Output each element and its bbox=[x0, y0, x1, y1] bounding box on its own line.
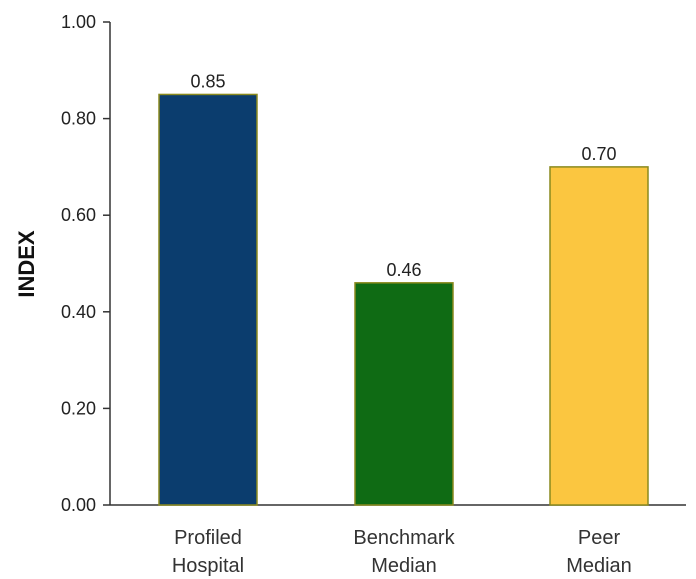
x-category-label: Peer bbox=[578, 527, 621, 549]
bar-value-label: 0.70 bbox=[581, 144, 616, 164]
y-axis-title: INDEX bbox=[14, 230, 39, 298]
x-category-label: Hospital bbox=[172, 555, 244, 577]
x-tick-labels: Profiled Hospital Benchmark Median Peer Media… bbox=[172, 527, 632, 577]
y-tick-label: 1.00 bbox=[61, 12, 96, 32]
bar-value-label: 0.85 bbox=[190, 71, 225, 91]
x-category-label: Benchmark bbox=[353, 527, 455, 549]
bar bbox=[549, 166, 649, 506]
x-category-label: Profiled bbox=[174, 527, 242, 549]
bar-value-label: 0.46 bbox=[386, 260, 421, 280]
bar bbox=[158, 93, 258, 506]
y-tick-label: 0.20 bbox=[61, 398, 96, 418]
bars: 0.85 0.46 0.70 bbox=[158, 71, 649, 506]
y-tick-label: 0.60 bbox=[61, 205, 96, 225]
y-tick-label: 0.40 bbox=[61, 302, 96, 322]
bar bbox=[354, 282, 454, 506]
y-tick-label: 0.80 bbox=[61, 109, 96, 129]
y-ticks: 0.00 0.20 0.40 0.60 0.80 1.00 bbox=[61, 12, 110, 515]
x-category-label: Median bbox=[371, 555, 437, 577]
y-tick-label: 0.00 bbox=[61, 495, 96, 515]
x-category-label: Median bbox=[566, 555, 632, 577]
